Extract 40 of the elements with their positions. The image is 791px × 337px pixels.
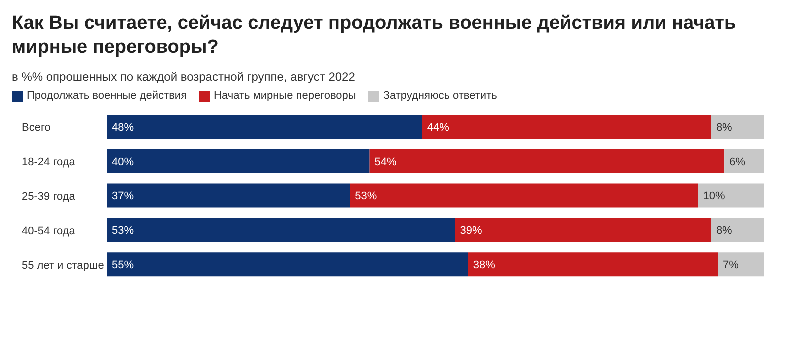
bar: [455, 218, 712, 242]
data-label: 53%: [112, 225, 134, 238]
data-label: 54%: [374, 156, 398, 168]
data-label: 7%: [723, 260, 740, 272]
y-tick-label: 18-24 года: [22, 156, 76, 169]
y-tick-label: 55 лет и старше: [22, 260, 104, 272]
bar: [422, 115, 712, 139]
data-label: 53%: [355, 190, 378, 203]
bar: [698, 184, 764, 208]
data-label: 8%: [716, 225, 733, 238]
bar: [718, 252, 764, 277]
bar: [107, 184, 350, 208]
bar: [107, 115, 422, 139]
bar: [724, 149, 764, 174]
data-label: 44%: [427, 122, 450, 134]
bar: [107, 218, 456, 242]
chart-subtitle: в %% опрошенных по каждой возрастной группе, август 2022: [12, 70, 356, 84]
bar: [370, 149, 725, 174]
bar: [711, 115, 764, 139]
data-label: 48%: [112, 122, 134, 134]
legend-label: Продолжать военные действия: [27, 90, 188, 102]
legend-label: Затрудняюсь ответить: [383, 90, 498, 102]
data-label: 38%: [473, 260, 496, 272]
data-label: 40%: [112, 156, 134, 168]
y-tick-label: 40-54 года: [22, 225, 76, 238]
data-label: 10%: [703, 190, 726, 203]
data-label: 39%: [460, 225, 482, 238]
data-label: 55%: [112, 260, 134, 272]
bar: [711, 218, 764, 242]
y-tick-label: 25-39 года: [22, 191, 76, 203]
legend-label: Начать мирные переговоры: [214, 90, 356, 102]
y-tick-label: Всего: [22, 122, 51, 134]
data-label: 6%: [730, 156, 746, 168]
bar: [107, 149, 370, 174]
bar: [107, 252, 468, 277]
data-label: 37%: [112, 190, 134, 203]
data-label: 8%: [716, 122, 733, 134]
bar: [468, 252, 718, 277]
chart-title: Как Вы считаете, сейчас следует продолжать военные действия или начать мирные переговоры?: [12, 12, 738, 60]
bar: [350, 184, 698, 208]
